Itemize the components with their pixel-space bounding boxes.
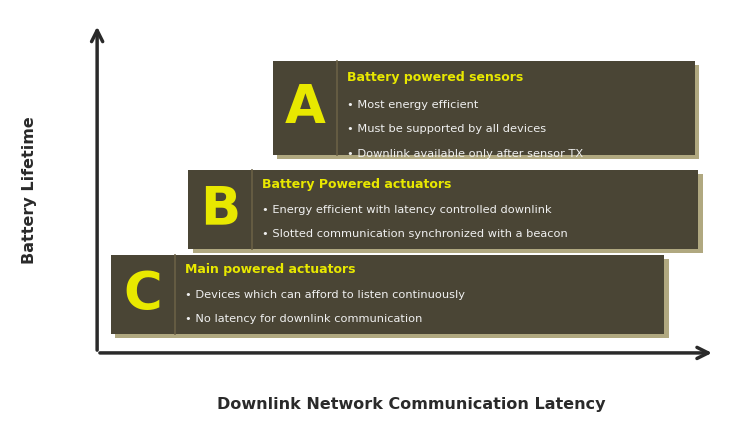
Text: • Most energy efficient: • Most energy efficient xyxy=(347,100,478,110)
Bar xyxy=(116,259,669,338)
Text: Battery Powered actuators: Battery Powered actuators xyxy=(262,178,452,191)
Text: • Slotted communication synchronized with a beacon: • Slotted communication synchronized wit… xyxy=(262,229,568,239)
Text: C: C xyxy=(123,269,162,321)
Bar xyxy=(278,65,699,159)
Text: • Downlink available only after sensor TX: • Downlink available only after sensor T… xyxy=(347,149,583,159)
Text: • Devices which can afford to listen continuously: • Devices which can afford to listen con… xyxy=(184,290,465,300)
Bar xyxy=(273,61,694,155)
Text: Downlink Network Communication Latency: Downlink Network Communication Latency xyxy=(217,397,605,412)
Text: • Energy efficient with latency controlled downlink: • Energy efficient with latency controll… xyxy=(262,205,552,215)
Text: Battery Lifetime: Battery Lifetime xyxy=(22,116,38,264)
Bar xyxy=(188,170,698,249)
Text: Main powered actuators: Main powered actuators xyxy=(184,263,356,276)
Text: B: B xyxy=(200,184,241,235)
Text: • No latency for downlink communication: • No latency for downlink communication xyxy=(184,314,422,324)
Bar xyxy=(111,255,664,334)
Bar xyxy=(193,173,703,253)
Text: Battery powered sensors: Battery powered sensors xyxy=(347,71,524,84)
Text: A: A xyxy=(284,82,326,134)
Text: • Must be supported by all devices: • Must be supported by all devices xyxy=(347,124,546,134)
